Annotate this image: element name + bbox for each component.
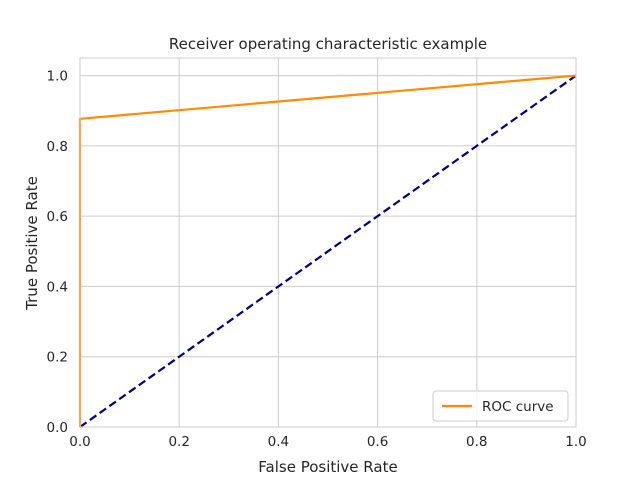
x-tick-label: 0.0	[69, 434, 90, 450]
x-tick-label: 0.6	[367, 434, 388, 450]
x-axis-label: False Positive Rate	[258, 458, 397, 476]
y-tick-label: 0.6	[47, 209, 68, 225]
y-tick-label: 1.0	[47, 69, 68, 85]
y-tick-labels: 0.0 0.2 0.4 0.6 0.8 1.0	[47, 69, 68, 436]
chart-title: Receiver operating characteristic exampl…	[169, 35, 487, 53]
x-tick-label: 0.4	[268, 434, 289, 450]
plot-frame	[79, 57, 577, 428]
series-line-reference-diagonal	[79, 74, 577, 428]
y-tick-label: 0.2	[47, 350, 68, 366]
x-tick-label: 0.8	[466, 434, 487, 450]
y-tick-label: 0.8	[47, 139, 68, 155]
plot-area	[80, 58, 576, 427]
y-axis-label: True Positive Rate	[23, 176, 41, 311]
x-tick-label: 1.0	[565, 434, 586, 450]
x-tick-label: 0.2	[168, 434, 189, 450]
legend-box	[432, 390, 569, 422]
legend-label-roc-curve: ROC curve	[482, 399, 554, 415]
legend: ROC curve	[432, 390, 569, 422]
x-tick-labels: 0.0 0.2 0.4 0.6 0.8 1.0	[69, 434, 586, 450]
y-tick-label: 0.4	[47, 279, 68, 295]
y-tick-label: 0.0	[47, 420, 68, 436]
